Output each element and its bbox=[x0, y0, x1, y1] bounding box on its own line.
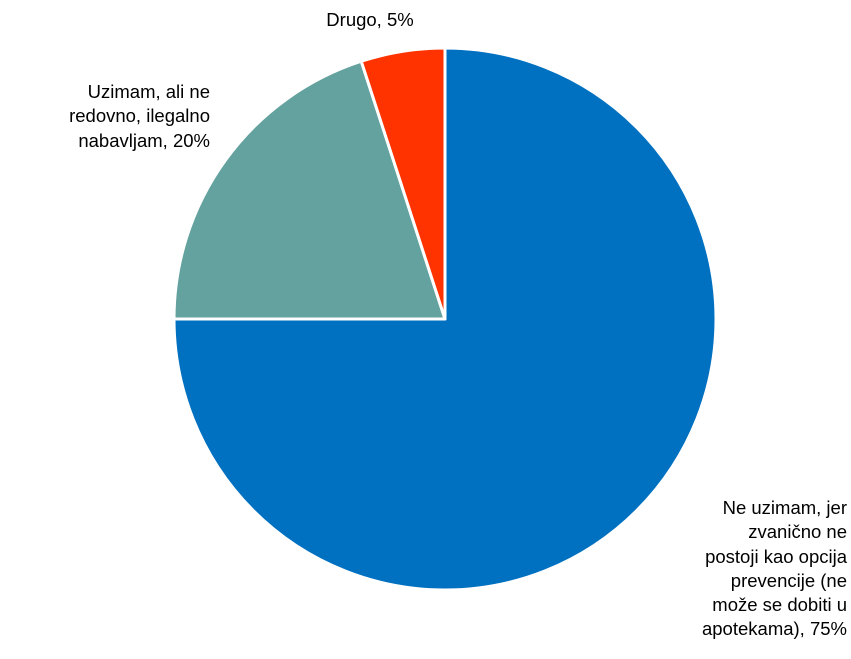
pie-slices bbox=[172, 46, 718, 592]
slice-label-ne-uzimam: Ne uzimam, jer zvanično ne postoji kao o… bbox=[640, 496, 847, 642]
slice-ne-uzimam bbox=[172, 46, 718, 592]
slice-label-line: zvanično ne bbox=[748, 521, 847, 543]
slice-label-uzimam-ali-ne-redovno: Uzimam, ali ne redovno, ilegalno nabavlj… bbox=[10, 80, 210, 153]
slice-label-drugo: Drugo, 5% bbox=[290, 8, 450, 32]
slice-label-line: može se dobiti u bbox=[712, 594, 847, 616]
slice-drugo bbox=[359, 46, 447, 321]
slice-label-line: prevencije (ne bbox=[730, 569, 847, 591]
slice-label-line: redovno, ilegalno bbox=[69, 105, 210, 127]
slice-label-line: nabavljam, 20% bbox=[78, 129, 210, 151]
slice-label-line: apotekama), 75% bbox=[701, 618, 847, 640]
slice-label-line: postoji kao opcija bbox=[705, 545, 847, 567]
slice-label-line: Uzimam, ali ne bbox=[87, 81, 210, 102]
slice-label-line: Drugo, 5% bbox=[326, 9, 414, 30]
slice-uzimam-ali-ne-redovno bbox=[172, 59, 447, 321]
slice-label-line: Ne uzimam, jer bbox=[722, 497, 847, 518]
